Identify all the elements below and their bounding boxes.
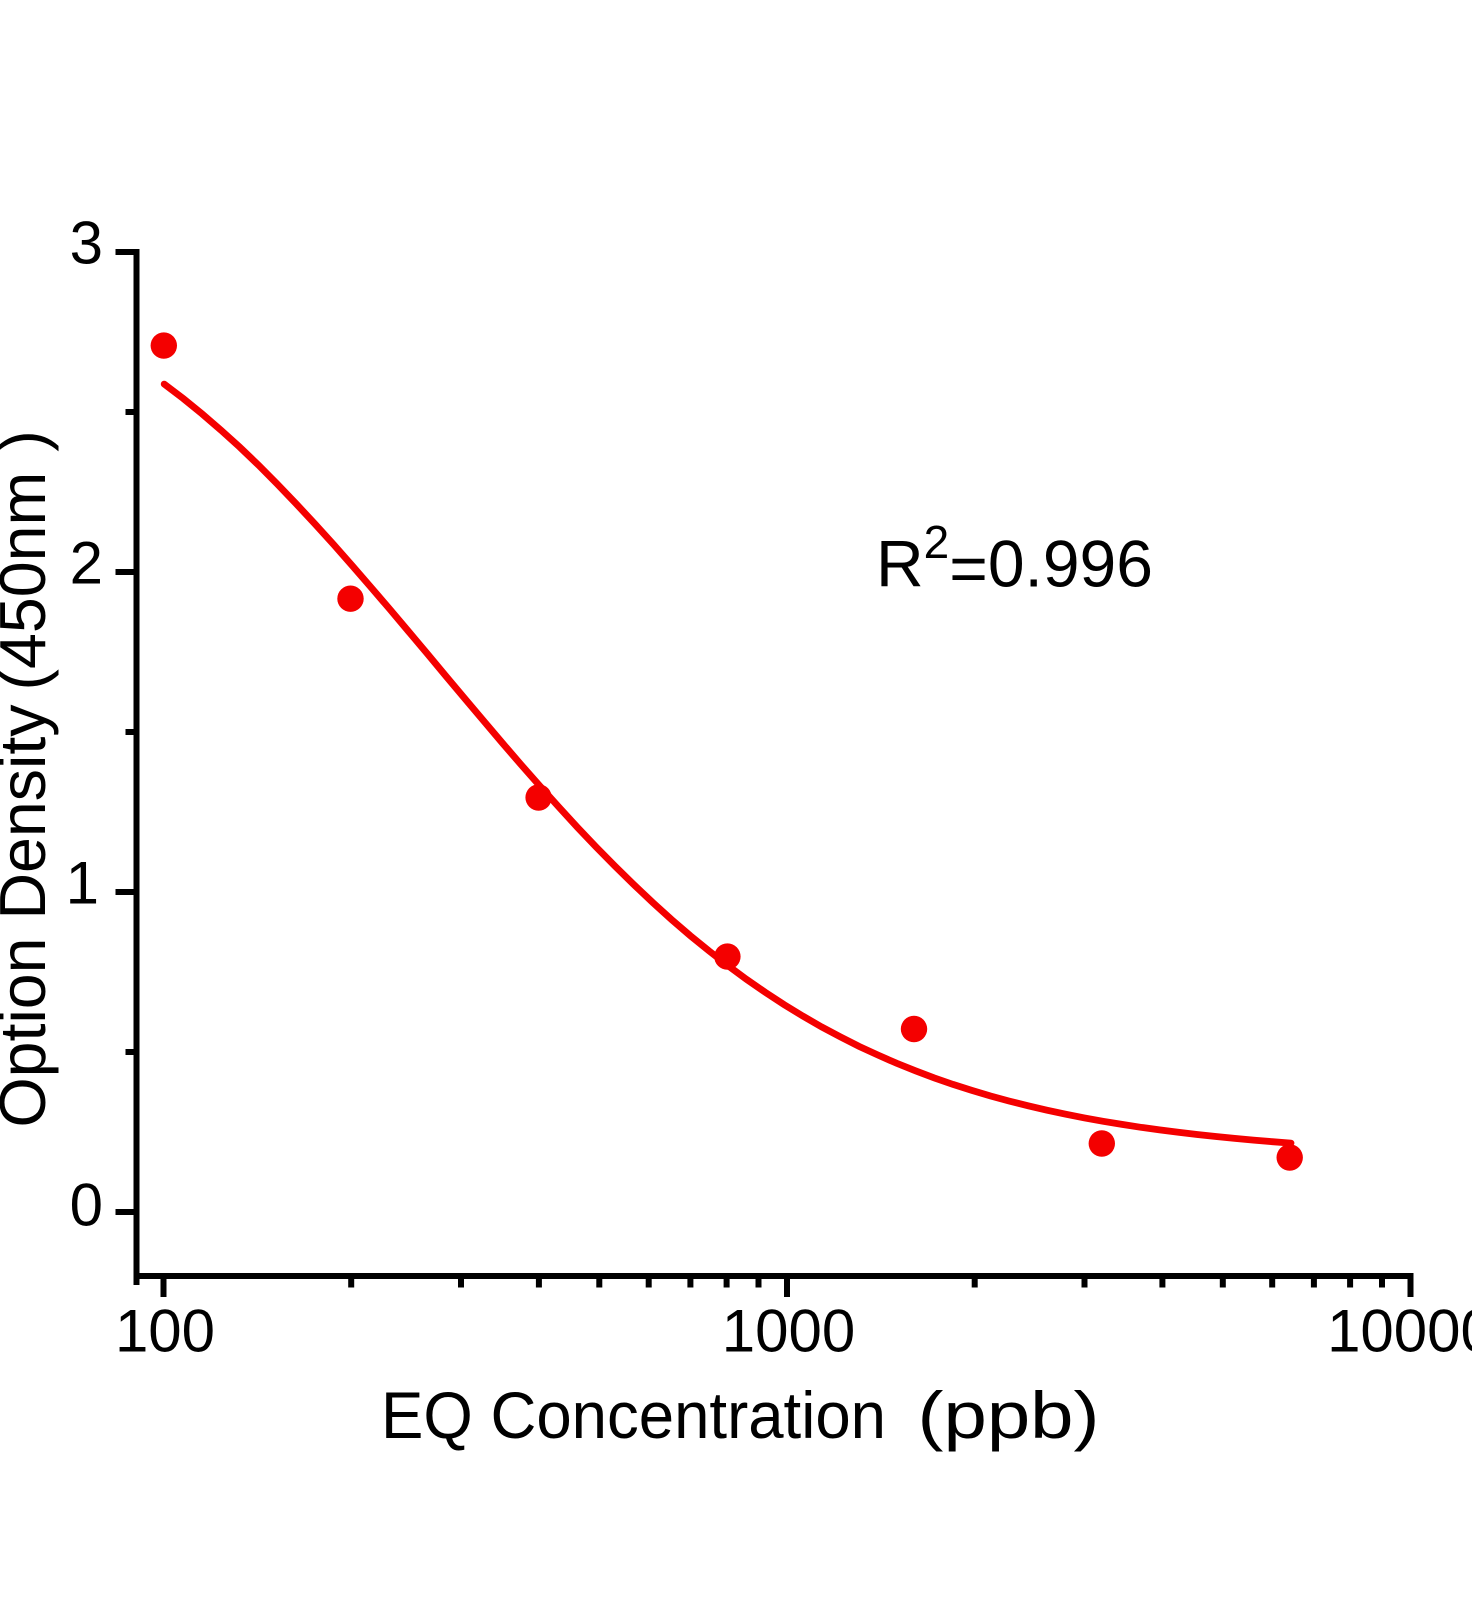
svg-text:R2=0.996: R2=0.996	[876, 516, 1153, 605]
svg-text:(ppb): (ppb)	[918, 1378, 1100, 1452]
svg-text:10000: 10000	[1327, 1298, 1472, 1365]
svg-text:Option Density(450nm): Option Density(450nm)	[0, 430, 59, 1127]
svg-text:0: 0	[70, 1172, 103, 1239]
svg-text:EQ Concentration: EQ Concentration	[381, 1378, 886, 1452]
svg-text:3: 3	[70, 210, 103, 277]
svg-text:1000: 1000	[722, 1298, 855, 1365]
svg-text:1: 1	[66, 850, 99, 917]
svg-text:2: 2	[70, 530, 103, 597]
svg-text:100: 100	[115, 1298, 215, 1365]
